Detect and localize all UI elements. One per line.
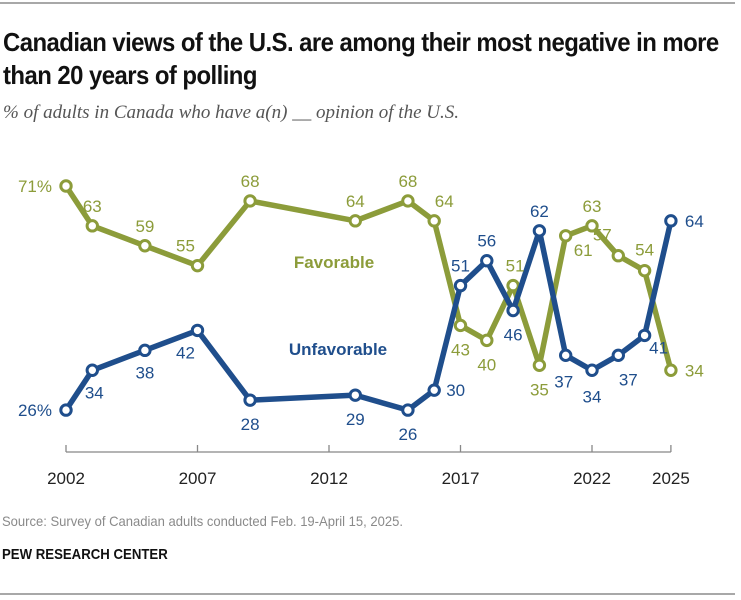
data-point-unfavorable bbox=[453, 278, 468, 293]
data-label-favorable: 54 bbox=[635, 241, 654, 260]
data-label-unfavorable: 38 bbox=[135, 363, 154, 382]
source-note: Source: Survey of Canadian adults conduc… bbox=[2, 513, 403, 529]
data-point-favorable bbox=[243, 194, 257, 208]
data-point-favorable bbox=[85, 219, 100, 233]
data-label-unfavorable: 26% bbox=[18, 401, 52, 420]
data-point-favorable bbox=[59, 179, 73, 193]
data-label-favorable: 51 bbox=[506, 257, 525, 276]
data-point-favorable bbox=[506, 278, 520, 293]
data-point-favorable bbox=[348, 214, 362, 228]
data-label-favorable: 63 bbox=[83, 197, 102, 216]
brand-logo-text: PEW RESEARCH CENTER bbox=[2, 546, 168, 563]
data-point-unfavorable bbox=[138, 343, 152, 358]
chart-subtitle: % of adults in Canada who have a(n) __ o… bbox=[3, 102, 459, 123]
data-point-unfavorable bbox=[532, 224, 547, 238]
data-label-favorable: 64 bbox=[346, 192, 365, 211]
data-label-favorable: 40 bbox=[477, 355, 496, 374]
data-point-favorable bbox=[559, 229, 573, 243]
data-label-favorable: 43 bbox=[451, 340, 470, 359]
bottom-rule bbox=[0, 593, 735, 595]
data-labels: 71% 63 59 55 68 64 68 64 43 40 51 35 61 63 57 54 34 26% 34… bbox=[18, 172, 704, 444]
x-tick-label: 2022 bbox=[573, 469, 611, 488]
data-label-unfavorable: 62 bbox=[530, 202, 549, 221]
series-layer bbox=[59, 179, 678, 417]
data-point-favorable bbox=[190, 258, 205, 273]
data-point-unfavorable bbox=[59, 403, 73, 417]
data-label-unfavorable: 37 bbox=[554, 372, 573, 391]
x-tick-label: 2025 bbox=[652, 469, 690, 488]
data-label-favorable: 68 bbox=[241, 172, 260, 191]
data-point-favorable bbox=[637, 263, 652, 278]
data-point-unfavorable bbox=[401, 403, 415, 417]
legend-unfavorable: Unfavorable bbox=[289, 340, 387, 359]
data-point-favorable bbox=[532, 358, 547, 372]
data-label-favorable: 64 bbox=[435, 192, 454, 211]
data-label-favorable: 34 bbox=[685, 361, 704, 380]
data-point-unfavorable bbox=[611, 348, 625, 363]
data-point-unfavorable bbox=[348, 388, 362, 402]
x-tick-label: 2012 bbox=[310, 469, 348, 488]
x-tick-label: 2017 bbox=[442, 469, 480, 488]
data-label-unfavorable: 37 bbox=[619, 370, 638, 389]
data-label-favorable: 71% bbox=[18, 177, 52, 196]
data-point-unfavorable bbox=[480, 254, 494, 268]
data-point-unfavorable bbox=[559, 348, 573, 363]
data-label-unfavorable: 51 bbox=[451, 257, 470, 276]
data-point-unfavorable bbox=[85, 363, 100, 377]
data-label-unfavorable: 30 bbox=[446, 381, 465, 400]
legend-favorable: Favorable bbox=[294, 253, 374, 272]
data-label-favorable: 55 bbox=[176, 237, 195, 256]
data-label-favorable: 68 bbox=[398, 172, 417, 191]
data-label-unfavorable: 26 bbox=[398, 425, 417, 444]
data-point-favorable bbox=[664, 363, 678, 377]
data-point-favorable bbox=[611, 249, 625, 263]
data-label-unfavorable: 28 bbox=[241, 415, 260, 434]
data-point-favorable bbox=[453, 318, 468, 333]
data-label-unfavorable: 34 bbox=[583, 387, 602, 406]
data-label-unfavorable: 56 bbox=[477, 232, 496, 251]
data-point-favorable bbox=[480, 333, 494, 348]
data-point-favorable bbox=[138, 239, 152, 253]
data-point-unfavorable bbox=[190, 323, 205, 338]
x-axis: 2002 2007 2012 2017 2022 2025 bbox=[47, 445, 690, 488]
chart-title: Canadian views of the U.S. are among the… bbox=[3, 27, 719, 90]
data-point-unfavorable bbox=[243, 393, 257, 407]
data-label-favorable: 35 bbox=[530, 380, 549, 399]
data-point-unfavorable bbox=[506, 303, 520, 318]
x-tick-label: 2007 bbox=[179, 469, 217, 488]
data-label-favorable: 59 bbox=[135, 217, 154, 236]
data-label-favorable: 63 bbox=[583, 197, 602, 216]
x-tick-label: 2002 bbox=[47, 469, 85, 488]
data-point-unfavorable bbox=[637, 328, 652, 343]
data-point-favorable bbox=[585, 219, 599, 233]
data-label-favorable: 57 bbox=[593, 226, 612, 245]
data-point-unfavorable bbox=[664, 214, 678, 228]
data-label-unfavorable: 42 bbox=[176, 343, 195, 362]
data-label-unfavorable: 29 bbox=[346, 410, 365, 429]
data-label-favorable: 61 bbox=[574, 241, 593, 260]
data-label-unfavorable: 64 bbox=[685, 212, 704, 231]
data-label-unfavorable: 41 bbox=[649, 338, 668, 357]
data-point-unfavorable bbox=[427, 383, 441, 397]
data-label-unfavorable: 34 bbox=[85, 383, 104, 402]
data-label-unfavorable: 46 bbox=[504, 326, 523, 345]
data-point-unfavorable bbox=[585, 363, 599, 377]
data-point-favorable bbox=[401, 194, 415, 208]
data-point-favorable bbox=[427, 214, 441, 228]
top-rule bbox=[0, 2, 735, 4]
line-chart: 2002 2007 2012 2017 2022 2025 71% 63 59 55 68 64 68… bbox=[18, 172, 704, 488]
